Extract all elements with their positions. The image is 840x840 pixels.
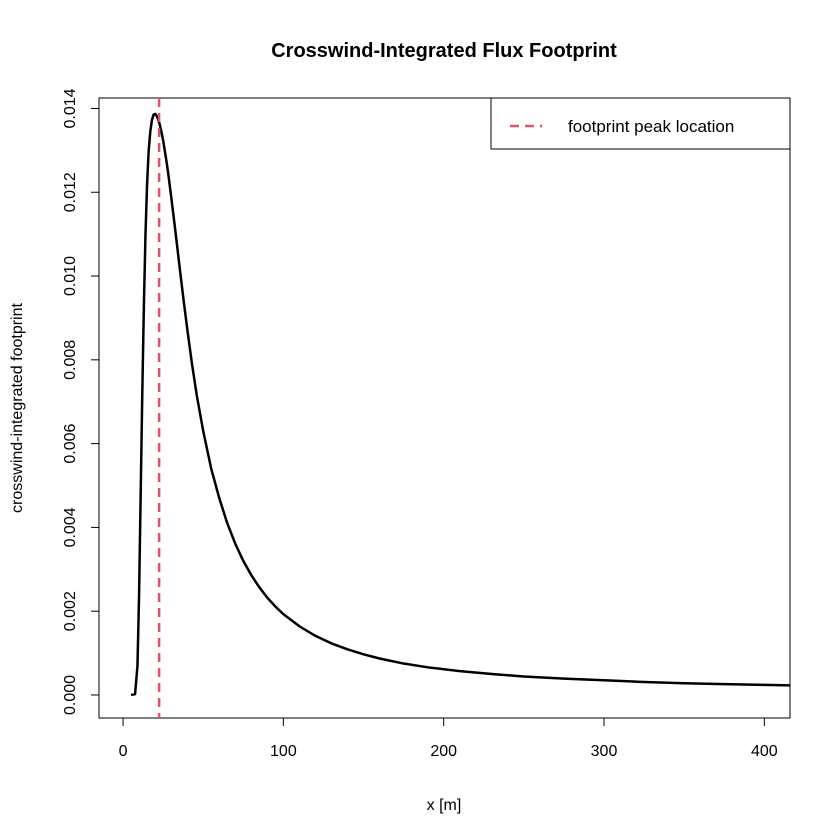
y-tick-label: 0.002 [62,591,79,631]
x-axis-label: x [m] [427,797,462,814]
plot-frame [98,97,791,719]
y-tick-label: 0.014 [62,88,79,128]
y-tick-label: 0.006 [62,423,79,463]
x-tick-label: 200 [430,743,457,760]
plot-area [130,98,790,718]
y-tick-label: 0.012 [62,172,79,212]
chart-title: Crosswind-Integrated Flux Footprint [271,40,617,62]
footprint-curve [130,112,790,697]
legend-entry-peak: footprint peak location [568,117,734,136]
x-tick-label: 300 [591,743,618,760]
y-axis-label: crosswind-integrated footprint [9,303,26,513]
legend-box [490,97,791,150]
legend: footprint peak location [490,97,791,150]
x-tick-label: 400 [751,743,778,760]
y-tick-label: 0.008 [62,340,79,380]
x-axis: 0 100 200 300 400 [119,717,778,760]
y-tick-label: 0.004 [62,507,79,547]
y-axis: 0.000 0.002 0.004 0.006 0.008 0.010 0.012 0.014 [62,88,100,715]
x-tick-label: 100 [270,743,297,760]
y-tick-label: 0.010 [62,256,79,296]
x-tick-label: 0 [119,743,128,760]
y-tick-label: 0.000 [62,675,79,715]
